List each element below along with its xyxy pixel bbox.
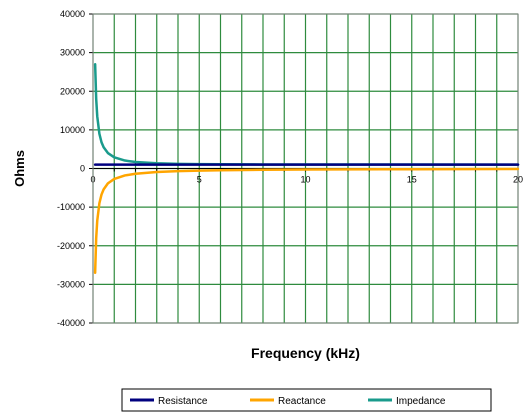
y-tick-label: -40000 — [57, 318, 85, 328]
y-tick-label: 0 — [80, 164, 85, 174]
legend-label-reactance: Reactance — [278, 396, 326, 407]
x-axis-title: Frequency (kHz) — [251, 345, 360, 361]
x-tick-label: 10 — [300, 175, 310, 185]
y-tick-label: 20000 — [60, 86, 85, 96]
y-tick-label: 10000 — [60, 125, 85, 135]
legend-box — [121, 388, 492, 412]
y-tick-label: 40000 — [60, 9, 85, 19]
legend-label-impedance: Impedance — [396, 396, 446, 407]
x-tick-label: 5 — [197, 175, 202, 185]
series-line-reactance — [93, 167, 520, 275]
y-tick-label: 30000 — [60, 48, 85, 58]
y-tick-label: -10000 — [57, 202, 85, 212]
y-tick-label: -30000 — [57, 279, 85, 289]
x-tick-label: 15 — [407, 175, 417, 185]
legend-label-resistance: Resistance — [158, 396, 208, 407]
y-tick-label: -20000 — [57, 241, 85, 251]
y-axis-title: Ohms — [12, 150, 27, 187]
